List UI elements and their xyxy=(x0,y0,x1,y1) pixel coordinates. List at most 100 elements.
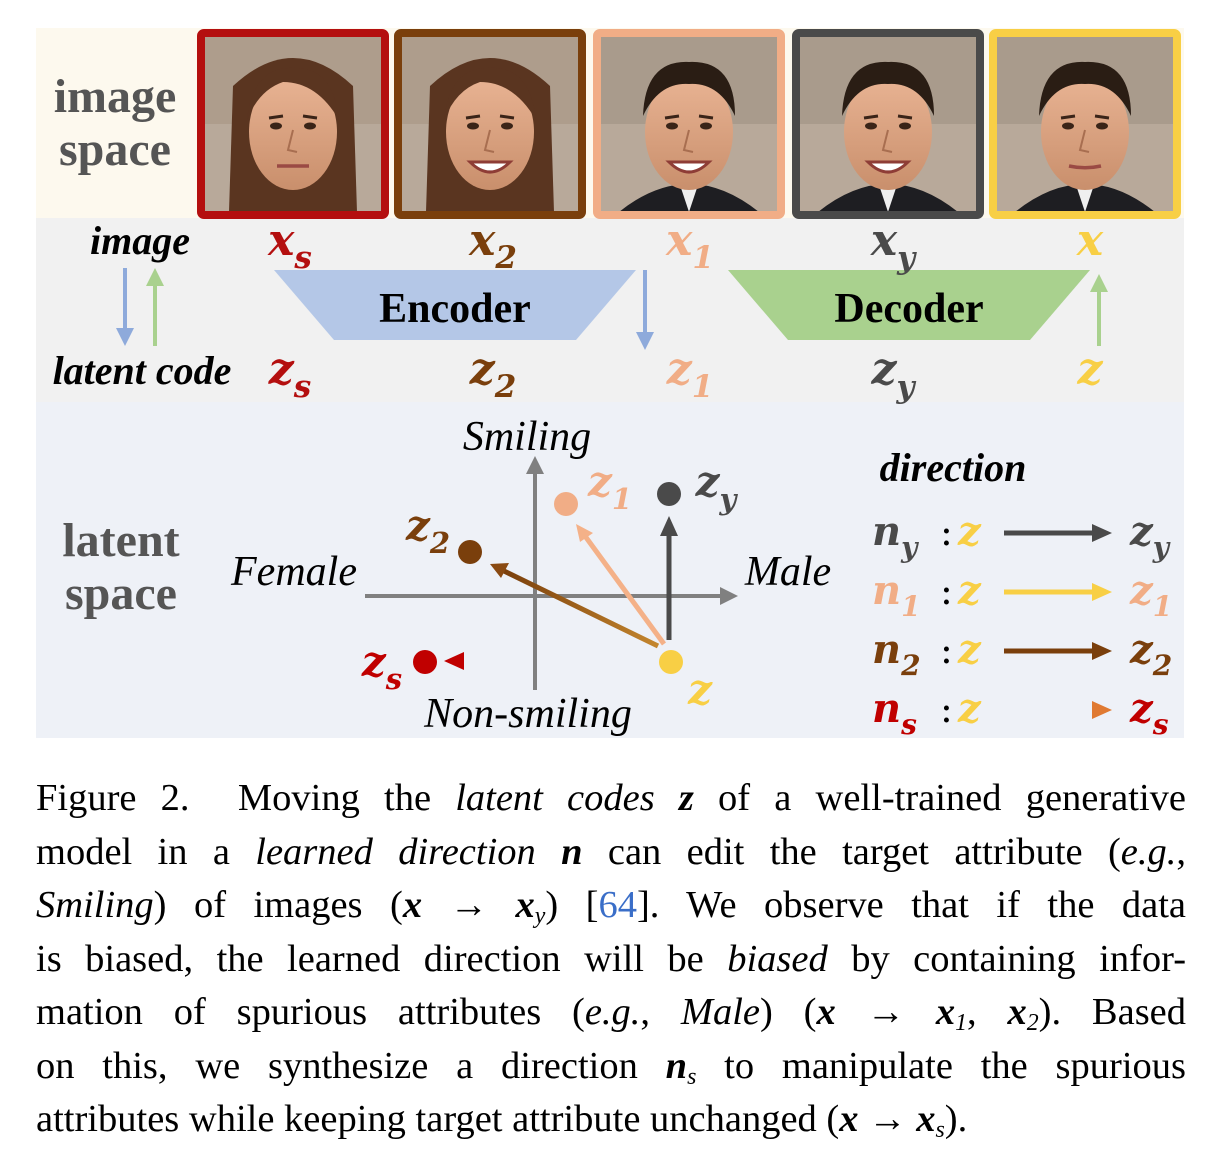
caption-line: Figure 2. Moving the latent codes z of a… xyxy=(36,772,1186,826)
latent-point-label-z: z xyxy=(687,665,713,714)
caption-math-z: z xyxy=(678,777,694,819)
caption-text: ). Based xyxy=(1038,991,1187,1033)
svg-text::: : xyxy=(940,687,953,731)
caption-text: on this, we synthesize a direction xyxy=(36,1044,666,1087)
latent-point-label-1: z1 xyxy=(587,457,632,516)
direction-target: z1 xyxy=(1129,567,1172,623)
decoder-output-arrow-icon xyxy=(1090,274,1108,346)
move-arrowhead-y xyxy=(660,516,678,536)
latent-point-z xyxy=(659,650,683,674)
code-symbol-2: z2 xyxy=(469,344,517,405)
face-image-1 xyxy=(197,29,389,219)
caption-text: of a well-trained generative xyxy=(693,777,1187,819)
code-symbol-4: zy xyxy=(870,344,916,405)
direction-target: zs xyxy=(1129,685,1169,741)
move-arrowhead-2 xyxy=(490,563,509,578)
image-symbol-4: xy xyxy=(870,215,917,276)
caption-math-x: x xyxy=(816,991,836,1033)
caption-line: mation of spurious attributes (e.g., Mal… xyxy=(36,991,1187,1036)
caption-math-x: x xyxy=(916,1098,936,1140)
image-symbol-5: x xyxy=(1076,215,1104,266)
caption-text: to manipulate the spurious xyxy=(696,1044,1186,1087)
citation-link[interactable]: 64 xyxy=(598,884,637,926)
encoder-label: Encoder xyxy=(379,286,531,332)
direction-source: z xyxy=(957,685,982,732)
caption-emphasis: biased xyxy=(727,937,828,980)
caption-math-n: n xyxy=(561,830,583,873)
svg-text::: : xyxy=(940,569,953,613)
image-space-label-line2: space xyxy=(59,123,171,176)
caption-emphasis: Male xyxy=(680,991,760,1033)
caption-text: model in a xyxy=(36,830,256,873)
direction-row-y: ny: z zy xyxy=(872,508,1171,564)
caption-line: model in a learned direction n can edit … xyxy=(36,830,1186,873)
photo-border xyxy=(792,29,984,219)
caption-line: is biased, the learned direction will be… xyxy=(36,933,1186,987)
caption-text: Moving the xyxy=(237,777,456,819)
photo-border xyxy=(197,29,389,219)
axis-label-male: Male xyxy=(744,549,831,595)
caption-math-x: x xyxy=(402,884,423,926)
caption-emphasis: learned direction xyxy=(255,830,536,873)
caption-line: Smiling) of images (x → xy) [64]. We obs… xyxy=(36,884,1186,929)
image-label: image xyxy=(90,218,190,263)
caption-math-x: x xyxy=(1007,991,1027,1033)
svg-text::: : xyxy=(940,628,953,672)
image-symbol-1: xs xyxy=(267,215,312,276)
caption-line: on this, we synthesize a direction ns to… xyxy=(36,1044,1186,1090)
latent-point-1 xyxy=(554,492,578,516)
method-figure: image space latent space image latent co… xyxy=(36,28,1184,741)
move-arrowhead-1 xyxy=(576,524,593,542)
latent-point-label-2: z2 xyxy=(405,501,450,560)
latent-space-label-line1: latent xyxy=(62,514,179,567)
direction-row-1: n1: z z1 xyxy=(872,567,1172,623)
latent-axes xyxy=(365,456,738,690)
caption-text: ]. We observe that if the data xyxy=(636,884,1186,926)
direction-target: z2 xyxy=(1129,626,1172,682)
caption-text: attributes while keeping target attribut… xyxy=(36,1098,840,1140)
direction-row-2: n2: z z2 xyxy=(872,626,1172,682)
photo-border xyxy=(394,29,586,219)
axis-label-smiling: Smiling xyxy=(463,414,591,460)
caption-text: by containing infor- xyxy=(827,937,1187,980)
code-symbol-5: z xyxy=(1077,344,1104,395)
photo-border xyxy=(989,29,1181,219)
caption-emphasis: e.g. xyxy=(584,991,641,1033)
caption-text: can edit the target attribute ( xyxy=(582,830,1121,873)
figure-number: Figure 2. xyxy=(36,777,190,819)
caption-math-x: x xyxy=(839,1098,859,1140)
face-images xyxy=(197,29,1181,219)
encoder-output-arrow-icon xyxy=(636,270,654,350)
image-symbol-3: x1 xyxy=(665,215,714,276)
latent-point-2 xyxy=(458,540,482,564)
latent-space-label-line2: space xyxy=(65,567,177,620)
direction-source: z xyxy=(957,626,982,673)
direction-name: ny xyxy=(872,508,919,564)
direction-row-s: ns: z zs xyxy=(872,685,1169,741)
caption-text: mation of spurious attributes ( xyxy=(36,991,585,1033)
caption-math-n: n xyxy=(665,1044,688,1087)
encoder-block xyxy=(274,270,636,340)
code-symbol-1: zs xyxy=(268,344,311,405)
face-image-5 xyxy=(989,29,1181,219)
svg-text::: : xyxy=(940,510,953,554)
direction-title: direction xyxy=(880,445,1027,490)
face-image-2 xyxy=(394,29,586,219)
direction-name: n1 xyxy=(872,567,921,623)
sample-symbols: xs zs x2 z2 x1 z1 xy zy x z xyxy=(267,215,1104,405)
decoder-block xyxy=(728,270,1090,340)
latent-point-label-s: zs xyxy=(361,637,402,696)
caption-emphasis: Smiling xyxy=(36,884,154,926)
latent-point-label-y: zy xyxy=(695,457,739,516)
latent-code-label: latent code xyxy=(53,348,232,393)
figure-caption: Figure 2. Moving the latent codes z of a… xyxy=(36,772,1186,1147)
face-image-4 xyxy=(792,29,984,219)
latent-point-s xyxy=(413,650,437,674)
image-symbol-2: x2 xyxy=(468,215,517,276)
decode-arrow-icon xyxy=(146,268,164,346)
caption-math-x: x xyxy=(935,991,956,1033)
face-image-3 xyxy=(593,29,785,219)
direction-name: ns xyxy=(872,685,917,741)
caption-math-x: x xyxy=(515,884,535,926)
